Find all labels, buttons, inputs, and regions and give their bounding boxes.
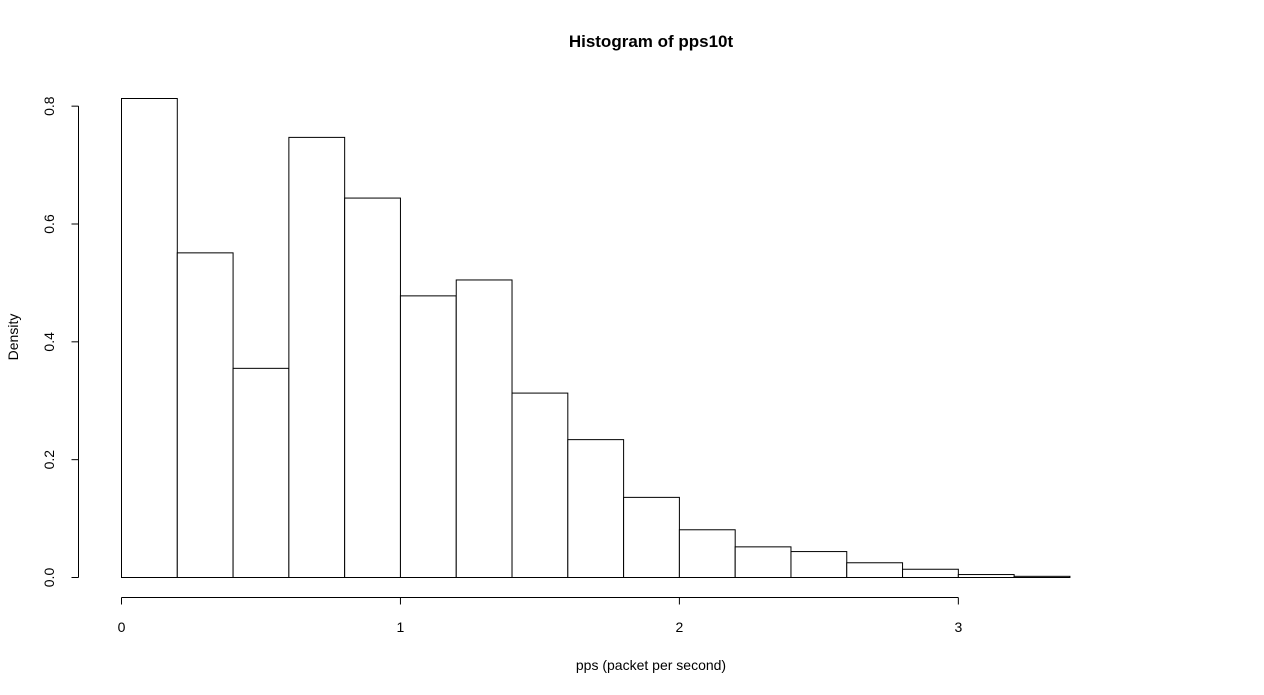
- y-tick-label: 0.0: [41, 568, 57, 588]
- histogram-bar: [846, 562, 904, 579]
- histogram-bar: [344, 197, 401, 578]
- histogram-bar: [176, 252, 234, 579]
- histogram-bar: [121, 98, 178, 578]
- histogram-bar: [288, 136, 346, 578]
- x-tick-label: 1: [397, 619, 405, 635]
- x-tick-label: 2: [675, 619, 683, 635]
- y-tick-label: 0.6: [41, 214, 57, 234]
- histogram-bar: [455, 279, 513, 578]
- y-axis: 0.0 0.2 0.4 0.6 0.8: [41, 96, 79, 587]
- bars-group: [121, 98, 1071, 579]
- y-axis-label: Density: [5, 314, 21, 361]
- histogram-bar: [678, 529, 736, 578]
- y-tick-label: 0.2: [41, 450, 57, 470]
- histogram-bar: [623, 496, 680, 578]
- chart-title: Histogram of pps10t: [569, 32, 734, 51]
- histogram-bar: [399, 295, 457, 578]
- x-tick-label: 3: [954, 619, 962, 635]
- histogram-bar: [957, 574, 1015, 579]
- y-tick-label: 0.4: [41, 332, 57, 352]
- histogram-bar: [1013, 575, 1071, 579]
- histogram-bar: [567, 439, 625, 578]
- x-axis: 0 1 2 3: [118, 597, 962, 635]
- histogram-bar: [511, 392, 569, 578]
- x-axis-label: pps (packet per second): [576, 657, 726, 673]
- histogram-bar: [902, 568, 959, 578]
- histogram-bar: [734, 546, 792, 578]
- x-tick-label: 0: [118, 619, 126, 635]
- histogram-bar: [790, 551, 848, 578]
- y-tick-label: 0.8: [41, 96, 57, 116]
- histogram-bar: [232, 367, 290, 578]
